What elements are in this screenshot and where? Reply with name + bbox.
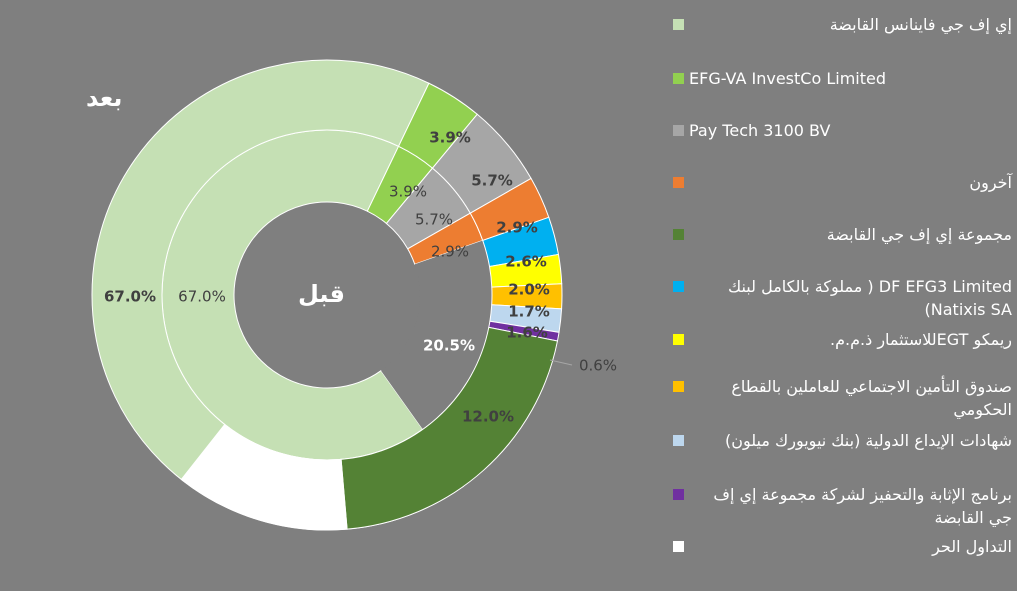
outer-label-paytech: 5.7%: [471, 172, 513, 190]
legend-label-others: آخرون: [969, 173, 1012, 192]
legend-item-remco: ريمكو EGTللاستثمار ذ.م.م.: [667, 328, 1012, 351]
legend-swatch-paytech: [673, 125, 684, 136]
legend-label-insurance_fund: صندوق التأمين الاجتماعي للعاملين بالقطاع…: [731, 377, 1012, 419]
outer-label-free_float: 12.0%: [462, 408, 514, 426]
legend-swatch-esop: [673, 489, 684, 500]
legend-swatch-df_efg3: [673, 281, 684, 292]
legend-label-efg_group: مجموعة إي إف جي القابضة: [826, 225, 1012, 244]
esop-leader-line: [549, 359, 573, 366]
outer-label-gdr: 1.6%: [506, 324, 548, 342]
legend-item-free_float: التداول الحر: [667, 535, 1012, 558]
outer-label-efg_hermes: 67.0%: [104, 288, 156, 306]
inner-slice-remainder: [381, 240, 492, 430]
outer-label-esop: 0.6%: [579, 357, 617, 375]
legend-label-free_float: التداول الحر: [932, 537, 1012, 556]
legend-swatch-gdr: [673, 435, 684, 446]
legend-label-remco: ريمكو EGTللاستثمار ذ.م.م.: [830, 330, 1012, 349]
legend-label-efg_va: EFG-VA InvestCo Limited: [689, 69, 886, 88]
legend-label-esop: برنامج الإثابة والتحفيز لشركة مجموعة إي …: [713, 485, 1012, 527]
legend-swatch-remco: [673, 334, 684, 345]
outer-label-efg_group: 20.5%: [423, 337, 475, 355]
after-ring-title: بعد: [86, 84, 123, 112]
legend-label-efg_hermes: إي إف جي فاينانس القابضة: [829, 15, 1012, 34]
outer-label-insurance_fund: 1.7%: [508, 303, 550, 321]
legend-label-gdr: شهادات الإيداع الدولية (بنك نيويورك ميلو…: [725, 431, 1012, 450]
inner-label-efg_hermes: 67.0%: [178, 288, 226, 306]
legend-swatch-efg_hermes: [673, 19, 684, 30]
outer-slice-free_float: [180, 423, 348, 531]
legend-swatch-others: [673, 177, 684, 188]
legend-item-esop: برنامج الإثابة والتحفيز لشركة مجموعة إي …: [667, 483, 1012, 529]
legend-item-insurance_fund: صندوق التأمين الاجتماعي للعاملين بالقطاع…: [667, 375, 1012, 421]
legend-item-efg_hermes: إي إف جي فاينانس القابضة: [667, 13, 1012, 36]
outer-label-efg_va: 3.9%: [429, 129, 471, 147]
inner-label-others: 2.9%: [431, 243, 469, 261]
legend-item-df_efg3: DF EFG3 Limited ( مملوكة بالكامل لبنك Na…: [667, 275, 1012, 321]
legend-swatch-efg_va: [673, 73, 684, 84]
outer-label-remco: 2.0%: [508, 281, 550, 299]
legend-swatch-free_float: [673, 541, 684, 552]
legend-item-efg_group: مجموعة إي إف جي القابضة: [667, 223, 1012, 246]
outer-label-df_efg3: 2.6%: [505, 253, 547, 271]
inner-label-efg_va: 3.9%: [389, 183, 427, 201]
legend-label-paytech: Pay Tech 3100 BV: [689, 121, 831, 140]
outer-label-others: 2.9%: [496, 219, 538, 237]
legend-item-gdr: شهادات الإيداع الدولية (بنك نيويورك ميلو…: [667, 429, 1012, 452]
legend-item-others: آخرون: [667, 171, 1012, 194]
legend-item-paytech: Pay Tech 3100 BV: [667, 119, 1012, 142]
legend-label-df_efg3: DF EFG3 Limited ( مملوكة بالكامل لبنك Na…: [727, 277, 1012, 319]
legend-item-efg_va: EFG-VA InvestCo Limited: [667, 67, 1012, 90]
before-ring-title: قبل: [298, 280, 345, 308]
chart-legend: إي إف جي فاينانس القابضة EFG-VA InvestCo …: [662, 8, 1012, 586]
inner-label-paytech: 5.7%: [415, 211, 453, 229]
legend-swatch-efg_group: [673, 229, 684, 240]
legend-swatch-insurance_fund: [673, 381, 684, 392]
